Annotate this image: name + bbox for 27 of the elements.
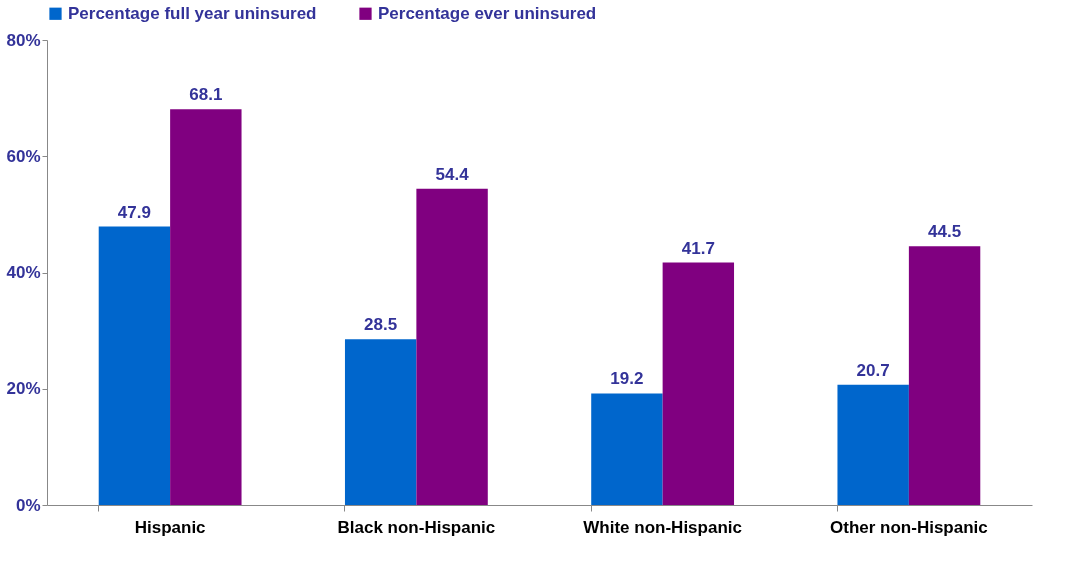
bar bbox=[170, 109, 242, 505]
bar bbox=[908, 246, 981, 505]
y-tick-label: 0% bbox=[15, 495, 41, 515]
data-label: 28.5 bbox=[364, 315, 398, 335]
data-label: 41.7 bbox=[681, 238, 715, 258]
y-tick-label: 80% bbox=[6, 30, 41, 50]
y-tick-label: 20% bbox=[6, 379, 41, 399]
bar bbox=[344, 339, 417, 505]
data-label: 68.1 bbox=[189, 85, 223, 105]
bar bbox=[591, 393, 663, 505]
data-label: 54.4 bbox=[435, 164, 470, 184]
bar bbox=[662, 262, 735, 505]
data-label: 47.9 bbox=[117, 202, 151, 222]
x-tick-label: Other non-Hispanic bbox=[830, 517, 988, 537]
x-tick-label: Black non-Hispanic bbox=[337, 517, 496, 537]
y-tick-label: 60% bbox=[6, 146, 41, 166]
data-label: 19.2 bbox=[610, 369, 644, 389]
legend-label: Percentage ever uninsured bbox=[378, 3, 597, 23]
bar bbox=[416, 188, 488, 505]
x-tick-label: Hispanic bbox=[134, 517, 206, 537]
data-label: 20.7 bbox=[856, 360, 890, 380]
x-tick-label: White non-Hispanic bbox=[583, 517, 742, 537]
data-label: 44.5 bbox=[928, 222, 962, 242]
bar bbox=[98, 226, 171, 505]
legend-label: Percentage full year uninsured bbox=[68, 3, 317, 23]
bar bbox=[837, 384, 909, 505]
y-tick-label: 40% bbox=[6, 263, 41, 282]
